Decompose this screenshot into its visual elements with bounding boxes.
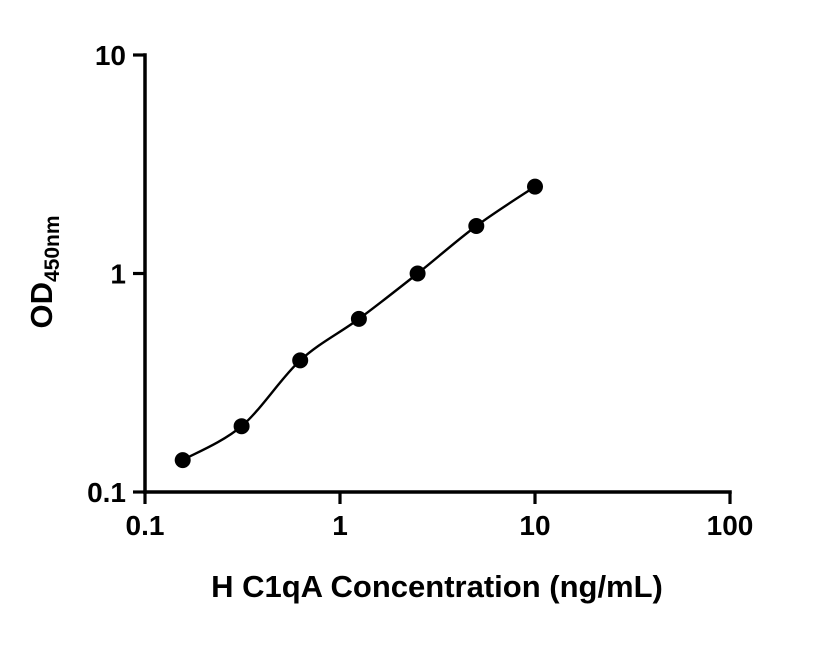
data-point — [409, 265, 426, 282]
x-tick-label: 10 — [519, 510, 550, 541]
y-axis-title: OD450nm — [24, 215, 64, 328]
data-point — [233, 418, 250, 435]
y-tick-label: 0.1 — [87, 477, 126, 508]
x-tick-label: 0.1 — [126, 510, 165, 541]
x-tick-label: 100 — [707, 510, 754, 541]
data-point — [292, 352, 309, 369]
tick-marks — [133, 53, 732, 504]
x-axis-title: H C1qA Concentration (ng/mL) — [211, 569, 663, 604]
x-tick-label: 1 — [332, 510, 348, 541]
y-tick-label: 10 — [95, 40, 126, 71]
y-axis-title-main: OD — [24, 282, 59, 329]
axes — [143, 53, 732, 494]
data-point — [174, 452, 191, 469]
y-axis-title-subscript: 450nm — [41, 215, 64, 282]
data-point — [350, 310, 367, 327]
tick-labels: 0.1 1 10 100 0.1 1 10 — [87, 40, 753, 541]
y-tick-label: 1 — [110, 259, 126, 290]
data-point — [468, 218, 485, 234]
data-series — [174, 178, 543, 469]
data-point — [527, 178, 543, 195]
